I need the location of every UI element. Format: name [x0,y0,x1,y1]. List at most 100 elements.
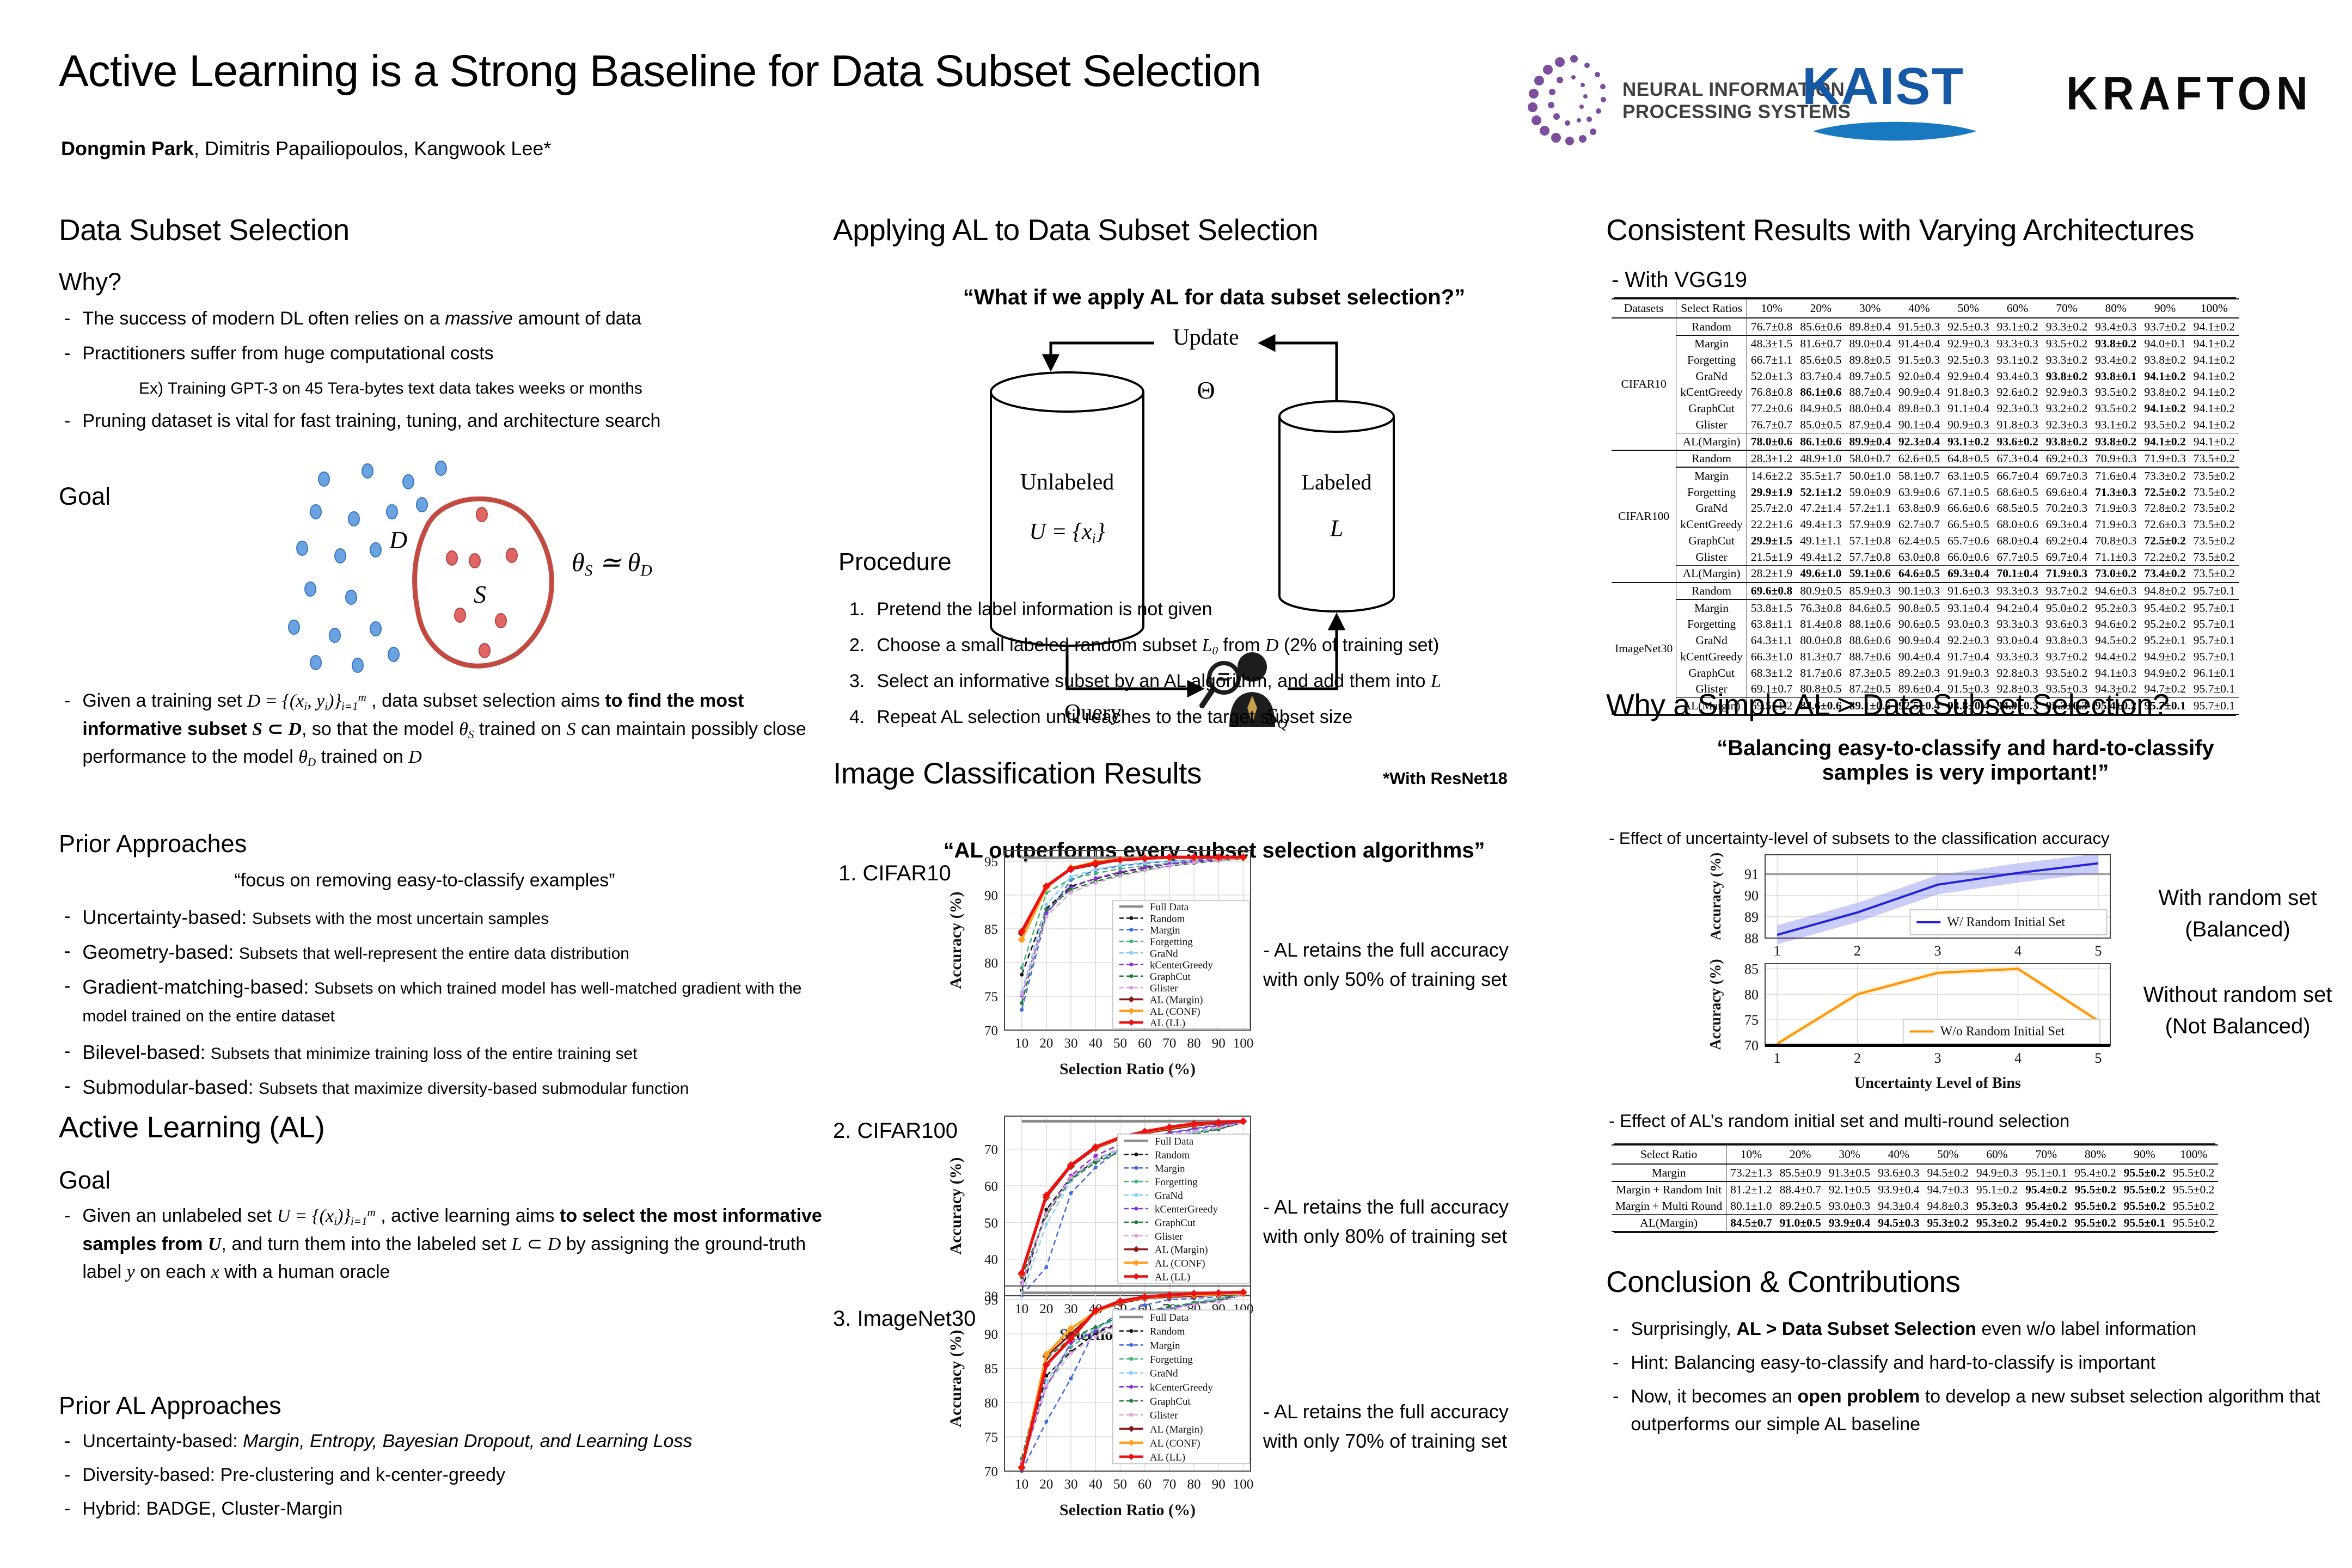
prior-desc: Subsets that minimize training loss of t… [210,1045,638,1063]
svg-text:95: 95 [984,1293,998,1308]
svg-text:10: 10 [1015,1036,1028,1051]
prior-term: Submodular-based: [82,1076,254,1098]
neurips-swirl-icon [1528,55,1606,145]
multi-round-caption: - Effect of AL’s random initial set and … [1609,1111,2070,1131]
bullet-dash: - [64,1076,71,1097]
bullet-dash: - [1613,1319,1619,1339]
diagram-update-label: Update [1173,325,1239,350]
prior-item-uncertainty: - Uncertainty-based: Subsets with the mo… [64,903,824,932]
vgg19-results-table: Datasets Select Ratios 10% 20% 30% 40% 50% 60% 7… [1612,298,2239,715]
bullet-dash: - [64,1041,71,1062]
svg-text:89: 89 [1744,909,1759,925]
label-dataset-D: D [389,526,408,554]
bullet-dash: - [64,343,71,364]
step-number: 3. [849,671,865,691]
prior-term: Geometry-based: [82,941,234,963]
svg-text:70: 70 [984,1465,998,1479]
svg-text:50: 50 [984,1216,998,1230]
svg-text:40: 40 [984,1253,998,1267]
heading-prior-al: Prior AL Approaches [59,1392,281,1419]
al-item-hybrid: - Hybrid: BADGE, Cluster-Margin [64,1495,826,1523]
prior-desc: Subsets that well-represent the entire d… [238,945,629,963]
human-oracle-icon [1199,652,1275,727]
svg-text:100: 100 [1233,1036,1254,1051]
svg-text:Selection Ratio (%): Selection Ratio (%) [1059,1501,1196,1519]
svg-text:AL (LL): AL (LL) [1155,1271,1190,1283]
chart-label-cifar10: 1. CIFAR10 [838,861,951,885]
cifar10-chart: 10 20 30 40 50 60 70 80 90 100 70 75 80 85 90 95 Selecti… [945,845,1258,1085]
svg-text:Glister: Glister [1150,1410,1178,1422]
uncertainty-effect-caption: - Effect of uncertainty-level of subsets… [1609,829,2110,848]
why-bullet-3-text: Pruning dataset is vital for fast traini… [82,411,661,431]
svg-text:60: 60 [1138,1477,1152,1492]
svg-text:AL (CONF): AL (CONF) [1155,1258,1205,1270]
svg-text:AL (Margin): AL (Margin) [1155,1245,1208,1256]
diagram-uset-label: U = {xi} [1029,519,1105,547]
conclusion-text: Hint: Balancing easy-to-classify and har… [1631,1352,2156,1373]
svg-text:80: 80 [984,1396,998,1411]
svg-text:20: 20 [1039,1036,1053,1051]
svg-text:91: 91 [1744,866,1759,882]
svg-text:50: 50 [1113,1477,1127,1492]
svg-text:GraphCut: GraphCut [1150,1396,1191,1407]
prior-item-geometry: - Geometry-based: Subsets that well-repr… [64,938,824,967]
svg-text:90: 90 [1212,1036,1226,1051]
diagram-labeled-label: Labeled [1301,470,1372,494]
prior-desc: Subsets that maximize diversity-based su… [258,1080,689,1098]
svg-text:4: 4 [2014,943,2022,958]
svg-text:90: 90 [1744,888,1759,904]
svg-text:75: 75 [984,1430,998,1445]
step-number: 1. [849,599,865,620]
svg-text:AL (LL): AL (LL) [1150,1452,1185,1463]
svg-text:Forgetting: Forgetting [1155,1177,1198,1188]
kaist-lens-icon [1813,121,1976,141]
subset-selection-figure: D S θS ≃ θD [229,460,746,678]
bullet-dash: - [1613,1352,1619,1373]
svg-text:GraphCut: GraphCut [1150,971,1191,983]
svg-text:90: 90 [1212,1477,1226,1492]
conclusion-bullet-2: - Hint: Balancing easy-to-classify and h… [1613,1349,2337,1377]
svg-text:Accuracy (%): Accuracy (%) [947,1330,965,1427]
svg-text:Accuracy (%): Accuracy (%) [947,1157,965,1254]
svg-text:Random: Random [1150,913,1185,924]
prior-desc: Subsets on which trained model has well-… [82,979,802,1025]
subset-diagram-icon [288,461,554,673]
section-why-simple-al: Why a Simple AL > Data Subset Selection? [1606,688,2170,721]
svg-text:Margin: Margin [1150,925,1180,936]
al-item-text: Uncertainty-based: Margin, Entropy, Baye… [82,1431,693,1451]
subset-boundary [412,496,554,669]
svg-text:70: 70 [984,1024,998,1038]
without-random-set-label: Without random set (Not Balanced) [2143,983,2332,1038]
prior-quote: “focus on removing easy-to-classify exam… [234,870,615,891]
section-conclusion: Conclusion & Contributions [1606,1265,1961,1298]
section-data-subset-selection: Data Subset Selection [59,213,350,247]
svg-text:20: 20 [1039,1477,1053,1492]
bullet-dash: - [64,941,71,961]
imagenet30-note: - AL retains the full accuracy with only… [1263,1400,1509,1452]
svg-text:Selection Ratio (%): Selection Ratio (%) [1059,1060,1196,1078]
prior-item-gradient: - Gradient-matching-based: Subsets on wh… [64,972,824,1030]
arrow-labeled-to-update [1258,334,1338,400]
cifar100-note: - AL retains the full accuracy with only… [1263,1196,1509,1247]
poster-title: Active Learning is a Strong Baseline for… [59,46,1261,96]
bullet-dash: - [64,976,71,996]
resnet-note: *With ResNet18 [1383,769,1508,788]
svg-text:Forgetting: Forgetting [1150,936,1193,948]
svg-text:40: 40 [1089,1477,1102,1492]
svg-text:GraNd: GraNd [1150,948,1178,959]
svg-text:GraphCut: GraphCut [1155,1217,1196,1229]
svg-text:Full Data: Full Data [1150,1312,1189,1324]
diagram-sq-label: SQ [1266,705,1288,732]
svg-text:Glister: Glister [1155,1231,1183,1242]
svg-text:Accuracy (%): Accuracy (%) [947,891,965,989]
svg-text:AL (CONF): AL (CONF) [1150,1438,1200,1449]
why-bullet-3: - Pruning dataset is vital for fast trai… [64,407,821,435]
svg-text:88: 88 [1744,930,1759,946]
svg-text:85: 85 [984,922,998,937]
svg-text:90: 90 [984,889,998,903]
svg-text:Accuracy (%): Accuracy (%) [1707,853,1724,940]
procedure-step-2: 2. Choose a small labeled random subset … [849,632,1590,660]
imagenet30-chart: 10 20 30 40 50 60 70 80 90 100 70 75 80 85 90 95 Selecti… [945,1281,1258,1526]
vgg19-subtitle: - With VGG19 [1612,268,1747,292]
